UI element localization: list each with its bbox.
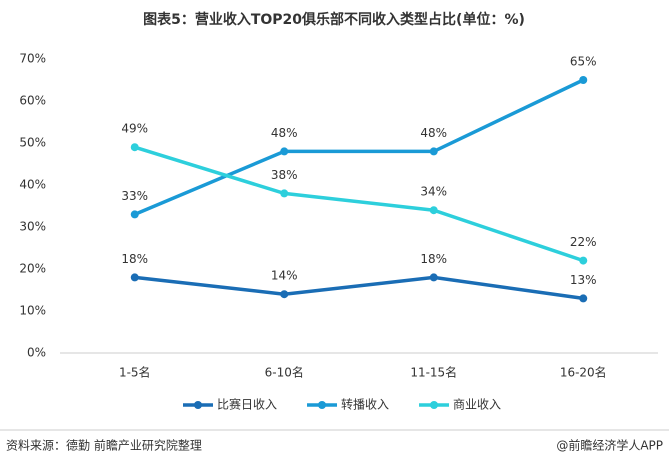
series-line	[134, 78, 585, 217]
legend-label: 商业收入	[453, 397, 501, 412]
chart-title: 图表5：营业收入TOP20俱乐部不同收入类型占比(单位：%)	[143, 11, 525, 28]
data-point	[579, 256, 588, 265]
data-point	[280, 147, 289, 156]
data-point	[429, 147, 438, 156]
x-tick-label: 16-20名	[560, 365, 607, 380]
legend-marker	[430, 401, 439, 409]
y-tick-label: 30%	[19, 220, 46, 234]
data-label: 18%	[420, 252, 447, 266]
y-tick-label: 20%	[19, 262, 46, 276]
credit: @前瞻经济学人APP	[556, 438, 663, 453]
data-label: 22%	[570, 235, 597, 249]
y-tick-label: 0%	[27, 346, 46, 360]
y-tick-label: 40%	[19, 178, 46, 192]
series-line	[134, 145, 584, 263]
data-label: 18%	[121, 252, 148, 266]
data-label: 38%	[271, 168, 298, 182]
data-label: 14%	[271, 269, 298, 283]
data-point	[429, 273, 438, 282]
data-label: 49%	[121, 122, 148, 136]
data-label: 34%	[420, 185, 447, 199]
y-tick-label: 10%	[19, 304, 46, 318]
legend-label: 比赛日收入	[217, 397, 277, 412]
data-point	[130, 143, 139, 152]
legend-marker	[194, 401, 202, 409]
y-tick-label: 70%	[19, 52, 46, 66]
y-tick-label: 50%	[19, 136, 46, 150]
series-line	[134, 275, 584, 301]
x-tick-label: 11-15名	[410, 365, 457, 380]
source: 资料来源：德勤 前瞻产业研究院整理	[6, 438, 202, 453]
data-point	[280, 290, 289, 299]
data-label: 13%	[570, 273, 597, 287]
data-point	[429, 206, 438, 215]
data-label: 48%	[271, 126, 298, 140]
y-tick-label: 60%	[19, 94, 46, 108]
data-point	[130, 210, 139, 219]
data-point	[579, 294, 588, 303]
data-label: 48%	[420, 126, 447, 140]
data-label: 65%	[570, 55, 597, 69]
data-point	[280, 189, 289, 198]
data-point	[579, 76, 588, 84]
x-tick-label: 1-5名	[119, 365, 151, 380]
x-tick-label: 6-10名	[265, 365, 304, 380]
legend-marker	[318, 401, 327, 409]
data-label: 33%	[121, 189, 148, 203]
data-point	[130, 273, 139, 282]
legend-label: 转播收入	[341, 397, 389, 412]
